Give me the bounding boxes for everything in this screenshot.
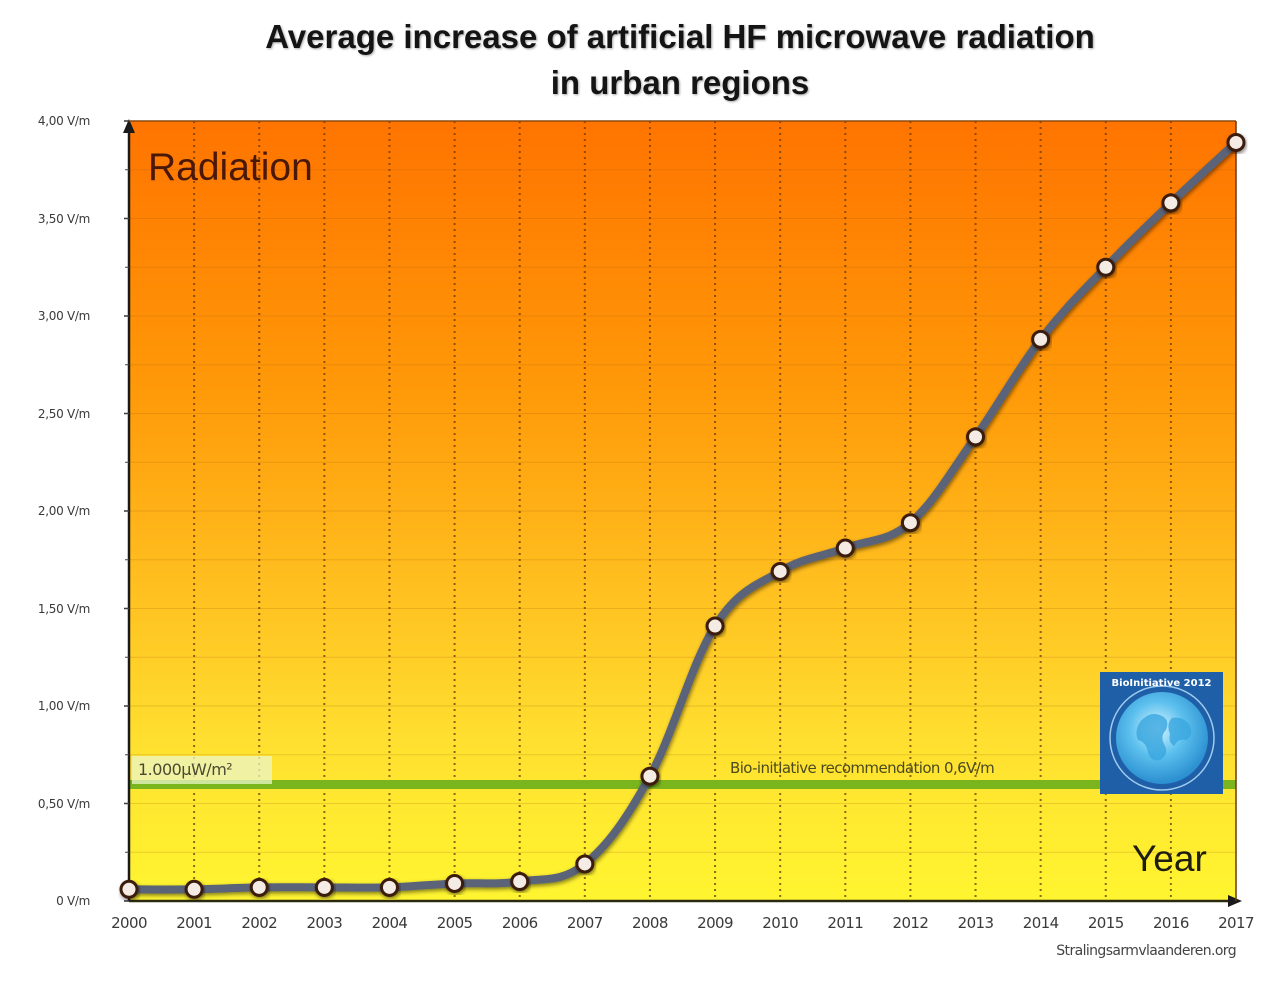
data-point-marker bbox=[379, 877, 399, 897]
data-point-marker bbox=[1031, 329, 1051, 349]
data-point-marker bbox=[835, 538, 855, 558]
data-point-marker bbox=[249, 877, 269, 897]
globe-icon bbox=[1109, 685, 1215, 791]
y-tick-label: 2,00 V/m bbox=[37, 504, 90, 518]
x-tick-label: 2002 bbox=[241, 914, 278, 932]
x-tick-label: 2005 bbox=[436, 914, 473, 932]
data-point-marker bbox=[445, 873, 465, 893]
x-tick-label: 2006 bbox=[501, 914, 538, 932]
data-point-marker bbox=[1226, 132, 1246, 152]
x-tick-label: 2012 bbox=[892, 914, 929, 932]
x-tick-label: 2016 bbox=[1152, 914, 1189, 932]
chart-title: Average increase of artificial HF microw… bbox=[0, 14, 1268, 106]
x-tick-label: 2000 bbox=[111, 914, 147, 932]
y-axis-label: Radiation bbox=[148, 146, 313, 189]
data-point-marker bbox=[184, 879, 204, 899]
data-point-marker bbox=[1161, 193, 1181, 213]
data-point-marker bbox=[705, 616, 725, 636]
x-tick-label: 2004 bbox=[371, 914, 408, 932]
x-axis-label: Year bbox=[1132, 838, 1207, 879]
data-point-marker bbox=[640, 766, 660, 786]
x-tick-label: 2013 bbox=[957, 914, 994, 932]
threshold-line bbox=[129, 780, 1236, 789]
x-tick-label: 2008 bbox=[632, 914, 668, 932]
data-point-marker bbox=[575, 854, 595, 874]
data-point-marker bbox=[900, 513, 920, 533]
y-tick-label: 3,50 V/m bbox=[37, 211, 90, 226]
y-tick-label: 1,00 V/m bbox=[37, 699, 90, 713]
x-tick-label: 2011 bbox=[827, 914, 864, 932]
y-tick-label: 4,00 V/m bbox=[37, 114, 90, 128]
y-tick-label: 3,00 V/m bbox=[37, 309, 90, 323]
data-point-marker bbox=[1096, 257, 1116, 277]
y-tick-label: 0,50 V/m bbox=[37, 796, 90, 811]
x-tick-label: 2009 bbox=[697, 914, 733, 932]
x-tick-label: 2007 bbox=[566, 914, 603, 932]
x-tick-label: 2001 bbox=[176, 914, 212, 932]
data-markers bbox=[119, 132, 1246, 899]
y-tick-label: 1,50 V/m bbox=[37, 601, 90, 616]
x-tick-label: 2014 bbox=[1022, 914, 1059, 932]
y-tick-label: 0 V/m bbox=[56, 894, 90, 908]
recommendation-label: Bio-initiative recommendation 0,6V/m bbox=[730, 759, 995, 777]
x-tick-label: 2017 bbox=[1218, 914, 1254, 932]
bioinitiative-logo: BioInitiative 2012 bbox=[1100, 672, 1223, 794]
source-credit: Stralingsarmvlaanderen.org bbox=[1056, 943, 1236, 959]
chart-title-line1: Average increase of artificial HF microw… bbox=[265, 18, 1095, 55]
x-tick-label: 2015 bbox=[1087, 914, 1124, 932]
y-axis-arrow-icon bbox=[123, 119, 135, 133]
data-point-marker bbox=[314, 877, 334, 897]
x-axis-arrow-icon bbox=[1228, 895, 1242, 907]
logo-text: BioInitiative 2012 bbox=[1111, 678, 1212, 689]
threshold-label: 1.000µW/m² bbox=[132, 756, 272, 784]
x-tick-label: 2010 bbox=[762, 914, 799, 932]
data-point-marker bbox=[966, 427, 986, 447]
data-point-marker bbox=[770, 561, 790, 581]
chart-title-line2: in urban regions bbox=[550, 64, 810, 101]
x-tick-label: 2003 bbox=[306, 914, 343, 932]
plot-background bbox=[129, 121, 1236, 901]
data-point-marker bbox=[510, 872, 530, 891]
y-tick-marks bbox=[124, 120, 129, 902]
data-point-marker bbox=[119, 879, 139, 899]
y-tick-label: 2,50 V/m bbox=[37, 406, 90, 421]
